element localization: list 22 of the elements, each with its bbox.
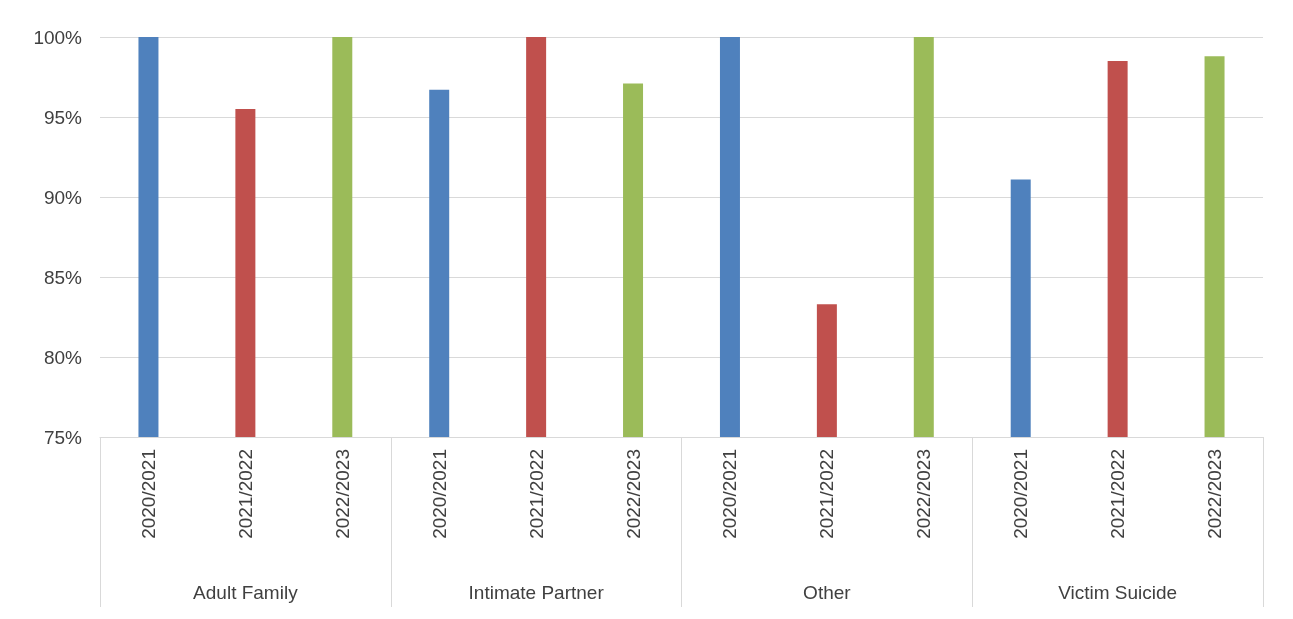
x-tick-label: 2021/2022 [1107,449,1129,539]
y-tick-label: 90% [43,186,83,208]
x-tick-label: 2021/2022 [234,449,256,539]
x-tick-label: 2020/2021 [719,449,741,539]
text: Adult Family [193,581,299,603]
x-tick-label: 2022/2023 [622,449,644,539]
text: Other [803,581,852,603]
y-tick-label: 85% [43,266,83,288]
y-tick-label: 75% [43,426,83,448]
x-tick-label: 2022/2023 [331,449,353,539]
x-tick-label: 2020/2021 [428,449,450,539]
text: Intimate Partner [468,581,605,603]
x-tick-label: 2020/2021 [1010,449,1032,539]
text: Victim Suicide [1058,581,1178,603]
x-tick-label: 2021/2022 [525,449,547,539]
y-tick-label: 95% [43,106,83,128]
x-tick-label: 2021/2022 [816,449,838,539]
x-tick-label: 2022/2023 [1204,449,1226,539]
x-tick-label: 2020/2021 [137,449,159,539]
y-tick-label: 100% [33,26,83,48]
x-tick-label: 2022/2023 [913,449,935,539]
y-tick-label: 80% [43,346,83,368]
